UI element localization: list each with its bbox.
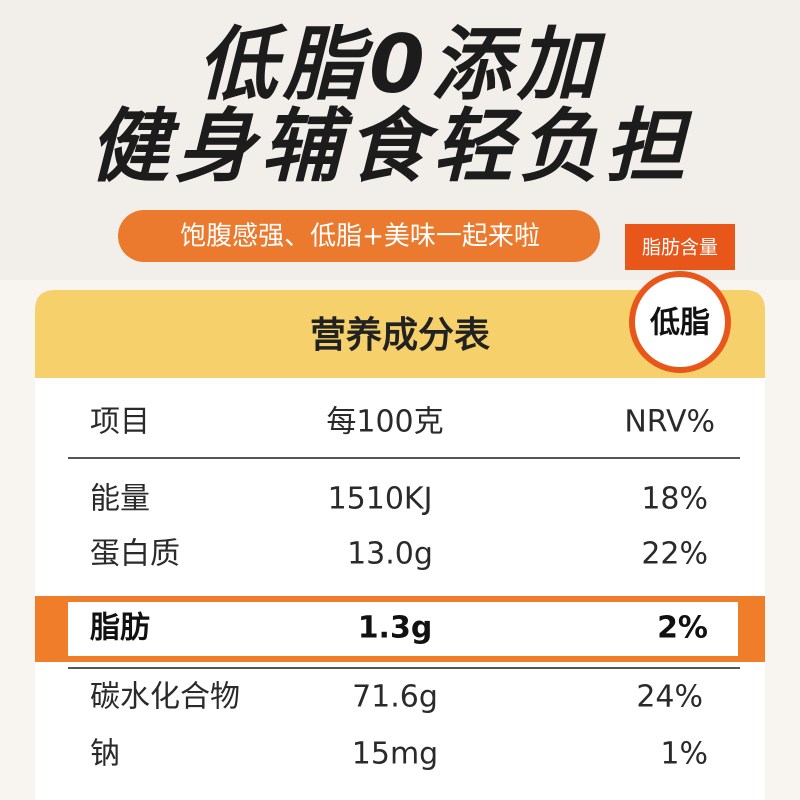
table-title: 营养成分表	[310, 314, 490, 356]
headline: 健身辅食轻负担	[89, 100, 693, 193]
badge-top	[625, 224, 735, 270]
cell: 2%	[657, 611, 708, 646]
cell: 1510KJ	[328, 482, 433, 517]
cell: 1%	[660, 737, 708, 772]
cell: 蛋白质	[90, 537, 180, 572]
cell: 15mg	[352, 737, 438, 772]
column-header: NRV%	[624, 405, 715, 440]
cell: 能量	[90, 482, 150, 517]
column-header: 每100克	[326, 405, 443, 440]
badge-top-text: 脂肪含量	[642, 237, 718, 259]
cell: 13.0g	[347, 537, 433, 572]
badge-main: 低脂	[649, 306, 710, 341]
cell: 脂肪	[90, 611, 150, 646]
tagline-pill	[118, 210, 600, 262]
table-header-bg	[35, 290, 765, 378]
cell: 18%	[641, 482, 708, 517]
badge-circle	[629, 271, 731, 373]
cell: 钠	[90, 737, 120, 772]
cell: 22%	[641, 537, 708, 572]
headline: 低脂0添加	[197, 18, 606, 111]
tagline: 饱腹感强、低脂+美味一起来啦	[180, 222, 540, 252]
column-header: 项目	[90, 405, 150, 440]
highlight-inner	[68, 602, 738, 656]
cell: 71.6g	[352, 680, 438, 715]
cell: 1.3g	[358, 611, 433, 646]
table-body	[35, 378, 765, 800]
cell: 24%	[636, 680, 703, 715]
cell: 碳水化合物	[90, 680, 240, 715]
